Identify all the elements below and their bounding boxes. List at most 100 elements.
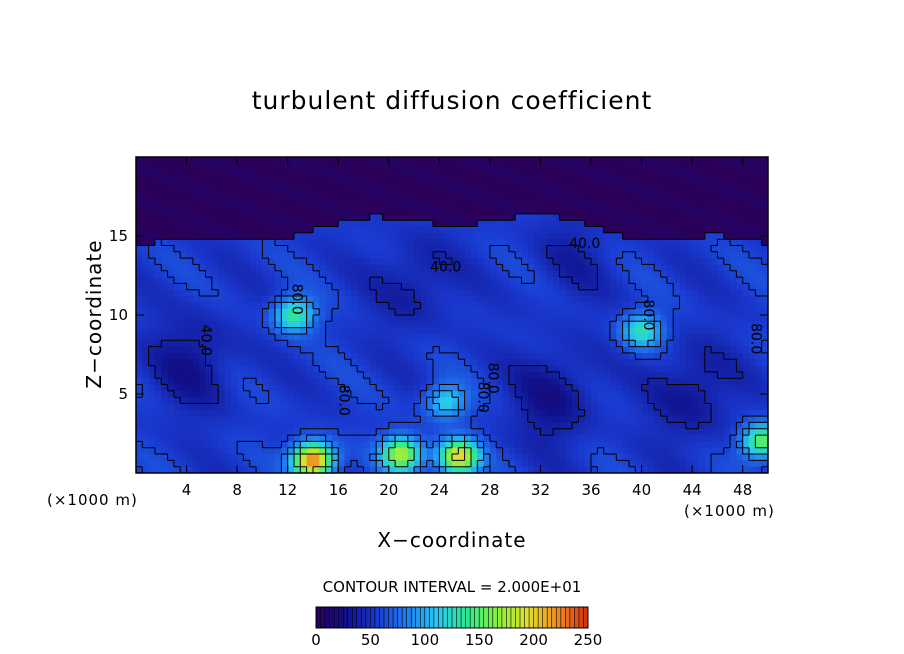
heatmap-cell — [698, 333, 706, 341]
heatmap-cell — [173, 441, 181, 449]
heatmap-cell — [319, 302, 326, 310]
heatmap-cell — [603, 340, 611, 347]
heatmap-cell — [483, 454, 491, 461]
heatmap-cell — [256, 194, 263, 202]
heatmap-cell — [433, 226, 440, 234]
heatmap-cell — [470, 441, 478, 449]
heatmap-cell — [616, 428, 624, 436]
heatmap-cell — [515, 182, 522, 189]
heatmap-cell — [641, 466, 649, 474]
heatmap-cell — [603, 321, 611, 329]
heatmap-cell — [249, 447, 257, 455]
heatmap-cell — [477, 213, 484, 221]
heatmap-cell — [331, 220, 339, 227]
heatmap-cell — [572, 359, 579, 366]
heatmap-cell — [281, 270, 289, 278]
heatmap-cell — [275, 466, 282, 474]
heatmap-cell — [610, 182, 617, 189]
heatmap-cell — [281, 384, 289, 392]
heatmap-cell — [742, 441, 750, 449]
heatmap-cell — [414, 409, 421, 417]
heatmap-cell — [641, 428, 649, 436]
heatmap-cell — [294, 409, 301, 417]
heatmap-cell — [350, 175, 358, 183]
heatmap-cell — [388, 308, 396, 316]
heatmap-cell — [401, 352, 409, 360]
heatmap-cell — [243, 346, 251, 354]
heatmap-cell — [395, 441, 402, 449]
heatmap-cell — [275, 460, 282, 468]
heatmap-cell — [331, 163, 339, 171]
heatmap-cell — [401, 289, 409, 297]
heatmap-cell — [622, 378, 630, 385]
heatmap-cell — [186, 435, 194, 442]
heatmap-cell — [331, 207, 339, 215]
heatmap-cell — [439, 454, 447, 461]
heatmap-cell — [331, 245, 339, 253]
heatmap-cell — [755, 441, 763, 449]
heatmap-cell — [388, 201, 396, 208]
heatmap-cell — [268, 157, 276, 164]
heatmap-cell — [350, 258, 358, 265]
heatmap-cell — [388, 409, 396, 417]
heatmap-cell — [167, 346, 175, 354]
heatmap-cell — [338, 188, 345, 196]
heatmap-cell — [527, 157, 535, 164]
heatmap-cell — [597, 194, 605, 202]
heatmap-cell — [167, 384, 175, 392]
heatmap-cell — [439, 302, 447, 310]
heatmap-cell — [736, 283, 744, 291]
heatmap-cell — [704, 315, 712, 322]
heatmap-cell — [698, 277, 706, 284]
heatmap-cell — [161, 258, 168, 265]
heatmap-cell — [142, 302, 150, 310]
heatmap-cell — [312, 226, 320, 234]
heatmap-cell — [256, 188, 263, 196]
heatmap-cell — [136, 302, 143, 310]
heatmap-cell — [666, 239, 674, 246]
heatmap-cell — [325, 441, 333, 449]
heatmap-cell — [660, 359, 668, 366]
heatmap-cell — [230, 220, 238, 227]
heatmap-cell — [439, 251, 447, 259]
heatmap-cell — [679, 270, 687, 278]
heatmap-cell — [363, 460, 371, 468]
heatmap-cell — [294, 207, 301, 215]
heatmap-cell — [723, 232, 731, 240]
heatmap-cell — [654, 289, 661, 297]
heatmap-cell — [161, 371, 168, 379]
heatmap-cell — [591, 245, 598, 253]
heatmap-cell — [540, 258, 548, 265]
heatmap-cell — [136, 447, 143, 455]
heatmap-cell — [483, 422, 491, 430]
heatmap-cell — [369, 435, 377, 442]
heatmap-cell — [749, 194, 756, 202]
heatmap-cell — [622, 251, 630, 259]
heatmap-cell — [698, 327, 706, 335]
heatmap-cell — [420, 333, 428, 341]
heatmap-cell — [306, 182, 314, 189]
heatmap-cell — [338, 416, 345, 423]
heatmap-cell — [230, 270, 238, 278]
heatmap-cell — [685, 194, 693, 202]
heatmap-cell — [584, 207, 592, 215]
heatmap-cell — [395, 220, 402, 227]
heatmap-cell — [357, 264, 364, 272]
heatmap-cell — [458, 220, 466, 227]
heatmap-cell — [382, 296, 390, 303]
heatmap-cell — [357, 371, 364, 379]
heatmap-cell — [382, 277, 390, 284]
heatmap-cell — [148, 201, 156, 208]
heatmap-cell — [325, 409, 333, 417]
heatmap-cell — [401, 296, 409, 303]
heatmap-cell — [243, 466, 251, 474]
heatmap-cell — [281, 264, 289, 272]
heatmap-cell — [527, 264, 535, 272]
heatmap-cell — [369, 416, 377, 423]
heatmap-cell — [433, 245, 440, 253]
heatmap-cell — [597, 321, 605, 329]
heatmap-cell — [388, 213, 396, 221]
heatmap-cell — [502, 365, 510, 373]
heatmap-cell — [142, 352, 150, 360]
heatmap-cell — [344, 428, 352, 436]
